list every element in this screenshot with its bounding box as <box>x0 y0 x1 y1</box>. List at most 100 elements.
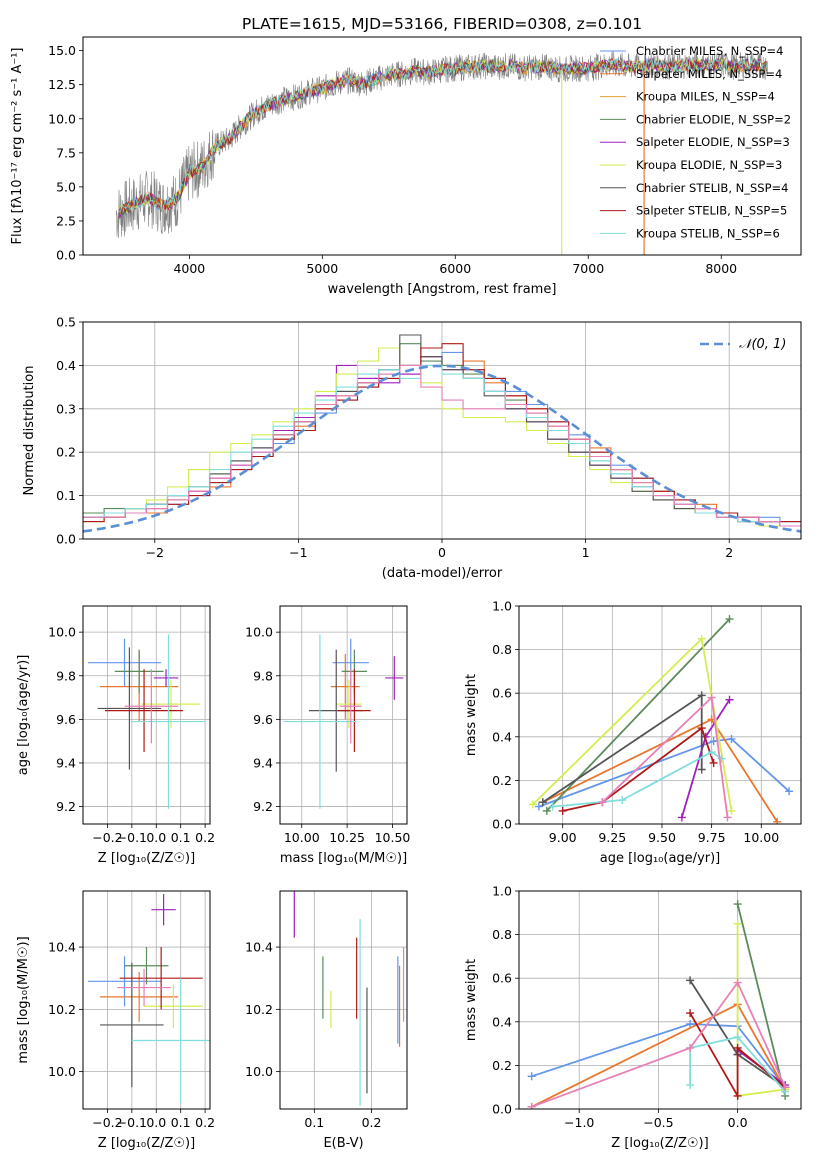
axes-frame <box>82 321 802 540</box>
y-axis-label: age [log₁₀(age/yr)] <box>16 655 31 776</box>
plus-marker <box>527 1072 536 1081</box>
y-tick-label: 1.0 <box>492 599 512 614</box>
figure-title: PLATE=1615, MJD=53166, FIBERID=0308, z=0… <box>242 15 642 33</box>
x-axis-label: age [log₁₀(age/yr)] <box>600 851 721 866</box>
axes-frame <box>518 890 802 1110</box>
y-tick-label: 5.0 <box>56 179 76 194</box>
x-tick-label: 0 <box>438 545 446 560</box>
y-tick-label: 10.0 <box>48 1064 76 1079</box>
x-tick-label: 0.1 <box>304 1115 324 1130</box>
plot-area <box>87 634 206 809</box>
y-tick-label: 15.0 <box>48 43 76 58</box>
plus-marker <box>733 978 742 987</box>
x-tick-label: −0.1 <box>117 1115 147 1130</box>
plus-marker <box>677 813 686 822</box>
y-tick-label: 0.0 <box>492 1102 512 1117</box>
y-axis-label: mass [log₁₀(M/M☉)] <box>16 936 31 1063</box>
y-tick-label: 0.8 <box>492 927 512 942</box>
data-point <box>97 647 162 770</box>
x-axis-label: (data-model)/error <box>382 566 503 581</box>
weight-line <box>538 738 790 808</box>
axes-frame <box>279 605 408 825</box>
plot-area <box>87 894 210 1103</box>
panel-residuals: −2 −1 0 1 2 0.0 0.1 0.2 0.3 0.4 0.5 (data-model)/er… <box>22 315 802 581</box>
x-tick-label: 0.2 <box>362 1115 382 1130</box>
y-tick-label: 9.2 <box>56 799 76 814</box>
plus-marker <box>558 806 567 815</box>
plus-marker <box>725 615 734 624</box>
normal-curve <box>83 364 801 533</box>
y-tick-label: 10.4 <box>245 940 273 955</box>
legend-label: Salpeter STELIB, N_SSP=5 <box>636 204 787 218</box>
data-point <box>117 968 171 1007</box>
plot-area <box>83 334 801 533</box>
legend-label: Kroupa ELODIE, N_SSP=3 <box>636 158 782 172</box>
legend-label: Chabrier ELODIE, N_SSP=2 <box>636 112 791 126</box>
plus-marker <box>733 1043 742 1052</box>
plus-marker <box>686 976 695 985</box>
y-axis-label: Flux [fλ10⁻¹⁷ erg cm⁻² s⁻¹ A⁻¹] <box>10 48 25 245</box>
y-tick-label: 10.0 <box>48 111 76 126</box>
y-axis-label: Normed distribution <box>22 366 37 496</box>
plus-marker <box>686 1081 695 1090</box>
plus-marker <box>727 734 736 743</box>
y-tick-label: 9.2 <box>253 799 273 814</box>
plus-marker <box>733 900 742 909</box>
y-tick-label: 0.2 <box>492 773 512 788</box>
axes-frame <box>279 890 408 1110</box>
plus-marker <box>725 695 734 704</box>
plus-marker <box>723 813 732 822</box>
plus-marker <box>733 1091 742 1100</box>
weight-line <box>689 1012 786 1100</box>
x-axis-label: Z [log₁₀(Z/Z☉)] <box>611 1136 708 1151</box>
plus-marker <box>707 693 716 702</box>
x-tick-label: −1.0 <box>564 1115 594 1130</box>
weight-line <box>689 1036 786 1093</box>
data-point <box>338 669 371 753</box>
legend-label: Chabrier STELIB, N_SSP=4 <box>636 181 788 195</box>
panel-age-vs-Z: −0.2−0.1 0.0 0.1 0.2 9.2 9.4 9.6 9.8 10.0 Z [log₁… <box>16 605 215 866</box>
plus-marker <box>538 798 547 807</box>
x-tick-label: 1 <box>582 545 590 560</box>
x-tick-label: 8000 <box>705 261 737 276</box>
y-tick-label: 0.8 <box>492 642 512 657</box>
x-axis-label: wavelength [Angstrom, rest frame] <box>328 282 557 297</box>
plus-marker <box>709 737 718 746</box>
x-tick-label: 0.2 <box>195 1115 215 1130</box>
plot-area <box>293 891 405 1106</box>
x-tick-label: −0.2 <box>92 830 122 845</box>
x-tick-label: 0.0 <box>146 1115 166 1130</box>
legend-label: 𝒩(0, 1) <box>739 337 786 352</box>
x-tick-label: 0.0 <box>728 1115 748 1130</box>
histogram-step <box>83 343 801 523</box>
panel-weight-vs-age: 9.00 9.25 9.50 9.75 10.00 0.0 0.2 0.4 0.6 0.8 1.0 a… <box>464 599 802 866</box>
data-point <box>144 984 203 1029</box>
weight-line <box>542 718 778 823</box>
y-tick-label: 0.2 <box>56 445 76 460</box>
x-tick-label: −2 <box>146 545 164 560</box>
weight-line <box>552 751 723 808</box>
y-tick-label: 0.0 <box>56 532 76 547</box>
weight-line <box>531 1023 786 1088</box>
panel-weight-vs-Z: −1.0 −0.5 0.0 0.0 0.2 0.4 0.6 0.8 1.0 Z [log₁₀(Z/… <box>464 884 802 1151</box>
x-tick-label: −0.2 <box>92 1115 122 1130</box>
plus-marker <box>542 806 551 815</box>
x-tick-label: 6000 <box>439 261 471 276</box>
data-point <box>153 669 179 687</box>
axes-frame <box>82 36 802 256</box>
x-tick-label: −0.1 <box>117 830 147 845</box>
axes-frame <box>518 605 802 825</box>
y-axis-label: mass weight <box>464 959 479 1041</box>
y-tick-label: 9.4 <box>253 755 273 770</box>
x-tick-label: 7000 <box>572 261 604 276</box>
axes-frame <box>82 605 211 825</box>
y-tick-label: 10.2 <box>245 1002 273 1017</box>
panel-age-vs-mass: 10.00 10.25 10.50 9.2 9.4 9.6 9.8 10.0 mass [log… <box>245 605 410 866</box>
y-tick-label: 0.4 <box>492 1014 512 1029</box>
data-point <box>124 947 169 985</box>
x-tick-label: −0.5 <box>643 1115 673 1130</box>
x-tick-label: 9.25 <box>598 830 626 845</box>
y-tick-label: 10.0 <box>245 1064 273 1079</box>
data-point <box>124 669 179 744</box>
